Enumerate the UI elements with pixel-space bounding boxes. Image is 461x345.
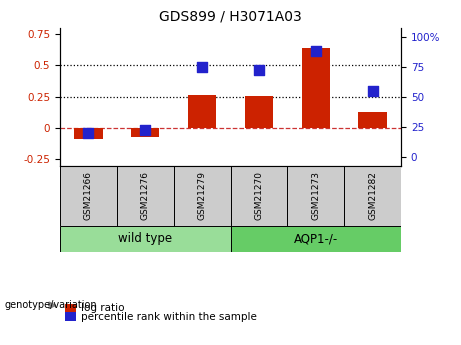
Text: genotype/variation: genotype/variation [5,300,97,310]
Bar [174,166,230,226]
Bar [65,304,76,312]
Bar [60,166,117,226]
Bar [358,112,387,128]
Text: log ratio: log ratio [81,303,124,313]
Text: GSM21273: GSM21273 [311,171,320,220]
Text: GSM21266: GSM21266 [84,171,93,220]
Text: GSM21270: GSM21270 [254,171,263,220]
Bar [245,96,273,128]
Point [198,64,206,69]
Bar [74,128,102,139]
Bar [230,226,401,252]
Text: GSM21282: GSM21282 [368,171,377,220]
Text: percentile rank within the sample: percentile rank within the sample [81,312,257,322]
Bar [230,166,287,226]
Text: GSM21276: GSM21276 [141,171,150,220]
Point [142,127,149,133]
Bar [131,128,160,137]
Title: GDS899 / H3071A03: GDS899 / H3071A03 [159,10,302,24]
Point [369,88,376,93]
Bar [344,166,401,226]
Point [255,67,263,73]
Text: GSM21279: GSM21279 [198,171,207,220]
Bar [188,95,216,128]
Bar [60,226,230,252]
Bar [287,166,344,226]
Bar [301,48,330,128]
Text: AQP1-/-: AQP1-/- [294,233,338,245]
Bar [117,166,174,226]
Text: wild type: wild type [118,233,172,245]
Bar [65,312,76,321]
Point [312,48,319,54]
Point [85,130,92,135]
